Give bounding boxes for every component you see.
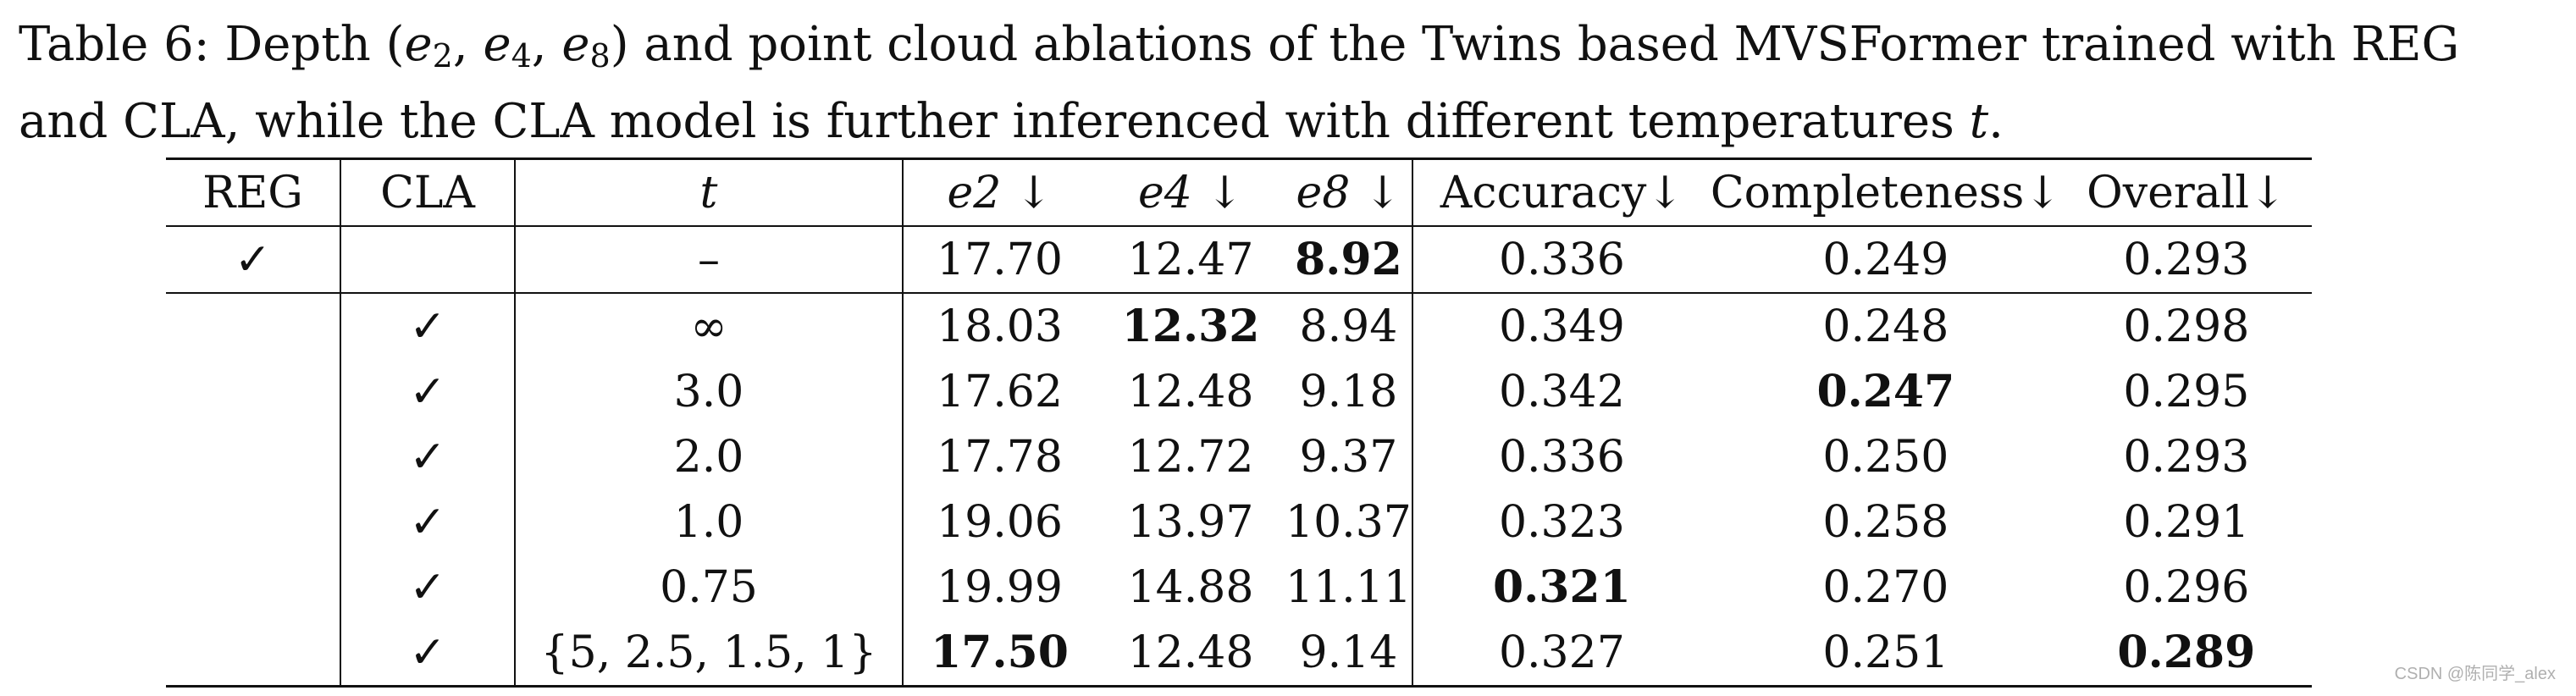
cell-e4: 12.47 — [1096, 225, 1285, 293]
header-e8: e8 ↓ — [1285, 157, 1413, 226]
cell-e2: 18.03 — [903, 292, 1096, 359]
table-row: ✓ ∞ 18.03 12.32 8.94 0.349 0.248 0.298 — [166, 292, 2312, 359]
header-e4: e4 ↓ — [1096, 157, 1285, 226]
cell-e4: 12.72 — [1127, 431, 1254, 483]
cell-completeness: 0.248 — [1710, 292, 2061, 359]
cell-e2: 19.06 — [937, 496, 1063, 548]
cell-e4: 13.97 — [1127, 496, 1254, 548]
cell-accuracy: 0.336 — [1498, 431, 1625, 483]
cell-accuracy: 0.342 — [1498, 366, 1625, 417]
cell-completeness: 0.258 — [1822, 496, 1949, 548]
cell-t: 3.0 — [515, 359, 904, 424]
cell-e8: 10.37 — [1285, 489, 1413, 555]
cell-t: {5, 2.5, 1.5, 1} — [515, 620, 904, 688]
table-row: ✓ 3.0 17.62 12.48 9.18 0.342 0.247 0.295 — [166, 359, 2312, 424]
cell-e4: 12.32 — [1096, 292, 1285, 359]
cell-overall: 0.296 — [2123, 561, 2250, 613]
cell-t: – — [515, 225, 904, 293]
cell-cla: ✓ — [340, 489, 516, 555]
cell-overall: 0.293 — [2123, 431, 2250, 483]
watermark: CSDN @陈同学_alex — [2394, 665, 2556, 683]
cell-accuracy: 0.327 — [1412, 620, 1711, 688]
cell-overall: 0.291 — [2123, 496, 2250, 548]
cell-completeness: 0.247 — [1816, 366, 1955, 417]
cell-cla — [340, 225, 516, 293]
cell-e8: 8.92 — [1285, 225, 1413, 293]
cell-accuracy: 0.321 — [1492, 561, 1631, 613]
header-overall: Overall↓ — [2060, 157, 2312, 226]
header-e2: e2 ↓ — [903, 157, 1096, 226]
cell-cla: ✓ — [340, 620, 516, 688]
table-row: ✓ 2.0 17.78 12.72 9.37 0.336 0.250 0.293 — [166, 424, 2312, 489]
cell-t: ∞ — [515, 292, 904, 359]
header-cla: CLA — [340, 157, 516, 226]
cell-e2: 17.50 — [903, 620, 1096, 688]
header-completeness: Completeness↓ — [1710, 157, 2061, 226]
cell-reg — [166, 555, 341, 620]
cell-reg — [166, 620, 341, 688]
cell-accuracy: 0.323 — [1498, 496, 1625, 548]
cell-cla: ✓ — [340, 424, 516, 489]
cell-overall: 0.298 — [2060, 292, 2312, 359]
ablation-table: REG CLA t e2 ↓ e4 ↓ e8 ↓ Accuracy↓ Compl… — [166, 157, 2312, 688]
cell-e8: 9.37 — [1285, 424, 1413, 489]
cell-e4: 12.48 — [1127, 366, 1254, 417]
table-row: ✓ 0.75 19.99 14.88 11.11 0.321 0.270 0.2… — [166, 555, 2312, 620]
cell-cla: ✓ — [340, 292, 516, 359]
cell-e8: 8.94 — [1285, 292, 1413, 359]
cell-t: 0.75 — [515, 555, 904, 620]
cell-e2: 17.78 — [937, 431, 1063, 483]
header-reg: REG — [166, 157, 341, 226]
cell-accuracy: 0.349 — [1412, 292, 1711, 359]
cell-e8: 11.11 — [1285, 555, 1413, 620]
header-t: t — [515, 157, 904, 226]
table-row: ✓ {5, 2.5, 1.5, 1} 17.50 12.48 9.14 0.32… — [166, 620, 2312, 688]
cell-accuracy: 0.336 — [1412, 225, 1711, 293]
cell-completeness: 0.251 — [1710, 620, 2061, 688]
cell-completeness: 0.270 — [1822, 561, 1949, 613]
cell-e2: 17.70 — [903, 225, 1096, 293]
cell-completeness: 0.249 — [1710, 225, 2061, 293]
cell-overall: 0.293 — [2060, 225, 2312, 293]
cell-reg — [166, 359, 341, 424]
header-row: REG CLA t e2 ↓ e4 ↓ e8 ↓ Accuracy↓ Compl… — [166, 157, 2312, 226]
cell-e4: 12.48 — [1096, 620, 1285, 688]
cell-e2: 19.99 — [937, 561, 1063, 613]
cell-reg — [166, 489, 341, 555]
cell-e8: 9.18 — [1285, 359, 1413, 424]
table-caption: Table 6: Depth (e2, e4, e8) and point cl… — [19, 17, 2460, 149]
cell-reg — [166, 292, 341, 359]
cell-completeness: 0.250 — [1822, 431, 1949, 483]
cell-t: 1.0 — [515, 489, 904, 555]
cell-reg — [166, 424, 341, 489]
cell-reg: ✓ — [166, 225, 341, 293]
cell-e4: 14.88 — [1127, 561, 1254, 613]
table-row: ✓ – 17.70 12.47 8.92 0.336 0.249 0.293 — [166, 225, 2312, 293]
cell-overall: 0.295 — [2123, 366, 2250, 417]
cell-e8: 9.14 — [1285, 620, 1413, 688]
table-row: ✓ 1.0 19.06 13.97 10.37 0.323 0.258 0.29… — [166, 489, 2312, 555]
cell-e2: 17.62 — [937, 366, 1063, 417]
cell-t: 2.0 — [515, 424, 904, 489]
cell-cla: ✓ — [340, 555, 516, 620]
cell-overall: 0.289 — [2060, 620, 2312, 688]
header-accuracy: Accuracy↓ — [1412, 157, 1711, 226]
cell-cla: ✓ — [340, 359, 516, 424]
